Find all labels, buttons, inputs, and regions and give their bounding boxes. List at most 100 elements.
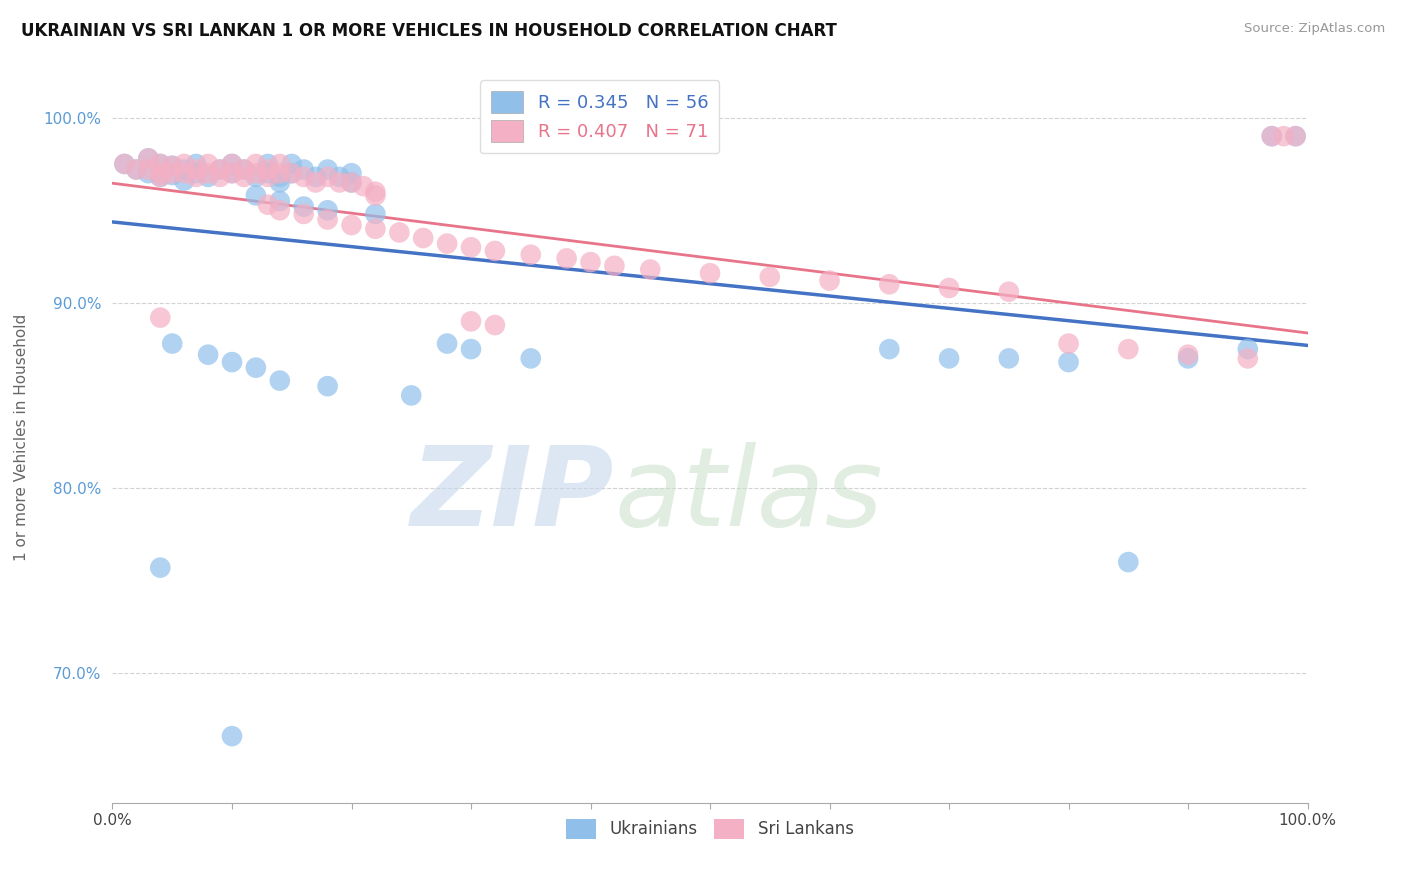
Point	[114, 157, 135, 171]
Point	[316, 212, 339, 227]
Point	[340, 176, 363, 190]
Point	[879, 277, 901, 292]
Point	[149, 169, 172, 184]
Point	[1285, 129, 1308, 144]
Point	[149, 157, 172, 171]
Point	[305, 169, 328, 184]
Text: Source: ZipAtlas.com: Source: ZipAtlas.com	[1244, 22, 1385, 36]
Point	[257, 157, 280, 171]
Legend: Ukrainians, Sri Lankans: Ukrainians, Sri Lankans	[560, 812, 860, 846]
Point	[173, 162, 195, 177]
Point	[340, 218, 363, 232]
Point	[162, 166, 183, 180]
Point	[699, 266, 721, 280]
Point	[186, 169, 208, 184]
Point	[555, 252, 578, 266]
Point	[364, 221, 387, 235]
Point	[149, 166, 172, 180]
Point	[162, 159, 183, 173]
Point	[1177, 348, 1199, 362]
Point	[281, 166, 304, 180]
Point	[149, 560, 172, 574]
Point	[329, 176, 352, 190]
Point	[364, 188, 387, 202]
Point	[460, 342, 482, 356]
Point	[233, 169, 256, 184]
Point	[197, 348, 219, 362]
Point	[269, 176, 291, 190]
Point	[352, 179, 374, 194]
Point	[245, 157, 267, 171]
Point	[292, 162, 315, 177]
Point	[1237, 342, 1260, 356]
Point	[316, 203, 339, 218]
Point	[316, 162, 339, 177]
Point	[125, 162, 148, 177]
Point	[1057, 355, 1080, 369]
Point	[305, 176, 328, 190]
Point	[269, 166, 291, 180]
Point	[292, 207, 315, 221]
Point	[436, 236, 458, 251]
Point	[233, 162, 256, 177]
Point	[114, 157, 135, 171]
Point	[1177, 351, 1199, 366]
Point	[186, 157, 208, 171]
Point	[186, 166, 208, 180]
Point	[209, 169, 232, 184]
Point	[173, 173, 195, 187]
Text: ZIP: ZIP	[411, 442, 614, 549]
Point	[197, 157, 219, 171]
Point	[138, 162, 160, 177]
Point	[257, 162, 280, 177]
Point	[316, 169, 339, 184]
Point	[269, 157, 291, 171]
Point	[412, 231, 434, 245]
Point	[281, 157, 304, 171]
Point	[269, 374, 291, 388]
Point	[149, 157, 172, 171]
Point	[340, 176, 363, 190]
Text: UKRAINIAN VS SRI LANKAN 1 OR MORE VEHICLES IN HOUSEHOLD CORRELATION CHART: UKRAINIAN VS SRI LANKAN 1 OR MORE VEHICL…	[21, 22, 837, 40]
Point	[364, 207, 387, 221]
Point	[138, 152, 160, 166]
Text: atlas: atlas	[614, 442, 883, 549]
Point	[1272, 129, 1295, 144]
Point	[340, 166, 363, 180]
Point	[245, 166, 267, 180]
Point	[1237, 351, 1260, 366]
Point	[364, 185, 387, 199]
Point	[245, 188, 267, 202]
Point	[460, 240, 482, 254]
Point	[520, 351, 543, 366]
Point	[245, 169, 267, 184]
Point	[269, 194, 291, 208]
Point	[125, 162, 148, 177]
Point	[221, 157, 243, 171]
Point	[998, 285, 1021, 299]
Point	[269, 203, 291, 218]
Point	[292, 169, 315, 184]
Point	[1261, 129, 1284, 144]
Point	[998, 351, 1021, 366]
Point	[316, 379, 339, 393]
Point	[257, 166, 280, 180]
Point	[579, 255, 602, 269]
Point	[640, 262, 662, 277]
Point	[221, 157, 243, 171]
Point	[221, 166, 243, 180]
Point	[1118, 342, 1140, 356]
Point	[603, 259, 626, 273]
Point	[879, 342, 901, 356]
Y-axis label: 1 or more Vehicles in Household: 1 or more Vehicles in Household	[14, 313, 30, 561]
Point	[186, 162, 208, 177]
Point	[520, 248, 543, 262]
Point	[484, 244, 506, 258]
Point	[173, 166, 195, 180]
Point	[173, 157, 195, 171]
Point	[197, 166, 219, 180]
Point	[1118, 555, 1140, 569]
Point	[292, 200, 315, 214]
Point	[401, 388, 423, 402]
Point	[938, 281, 960, 295]
